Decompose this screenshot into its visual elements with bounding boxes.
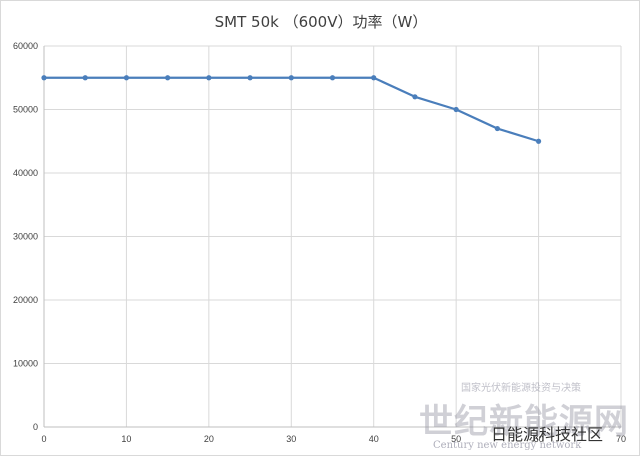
- data-point: [123, 75, 130, 81]
- watermark-english-text: Century new energy network: [433, 440, 582, 451]
- y-tick-label: 60000: [13, 41, 38, 51]
- x-tick-label: 50: [451, 434, 461, 444]
- y-tick-label: 30000: [13, 232, 38, 242]
- data-point: [371, 75, 377, 81]
- x-tick-label: 0: [41, 434, 46, 444]
- watermark-small-text: 国家光伏新能源投资与决策: [461, 383, 581, 394]
- data-point: [329, 75, 336, 81]
- x-tick-label: 30: [286, 434, 296, 444]
- data-point: [453, 106, 459, 113]
- x-tick-label: 10: [121, 434, 131, 444]
- y-tick-label: 20000: [13, 295, 38, 305]
- data-point: [494, 125, 500, 132]
- y-tick-label: 40000: [13, 168, 38, 178]
- y-tick-label: 0: [33, 422, 38, 432]
- x-tick-label: 20: [204, 434, 214, 444]
- watermark-logo-text: 世纪新能源网: [419, 402, 629, 442]
- y-tick-label: 50000: [13, 105, 38, 115]
- data-point: [206, 75, 212, 81]
- data-point: [82, 75, 88, 81]
- x-tick-label: 40: [369, 434, 379, 444]
- x-tick-label: 60: [534, 434, 544, 444]
- y-tick-label: 10000: [13, 359, 38, 369]
- data-point: [165, 75, 171, 81]
- data-point: [288, 75, 294, 81]
- data-point: [412, 94, 418, 100]
- watermark-overlay-text: 日能源科技社区: [491, 425, 604, 444]
- chart-title: SMT 50k （600V）功率（W）: [214, 13, 428, 31]
- data-point: [535, 138, 542, 144]
- data-point: [41, 75, 47, 81]
- x-tick-label: 70: [616, 434, 626, 444]
- data-point: [247, 75, 253, 81]
